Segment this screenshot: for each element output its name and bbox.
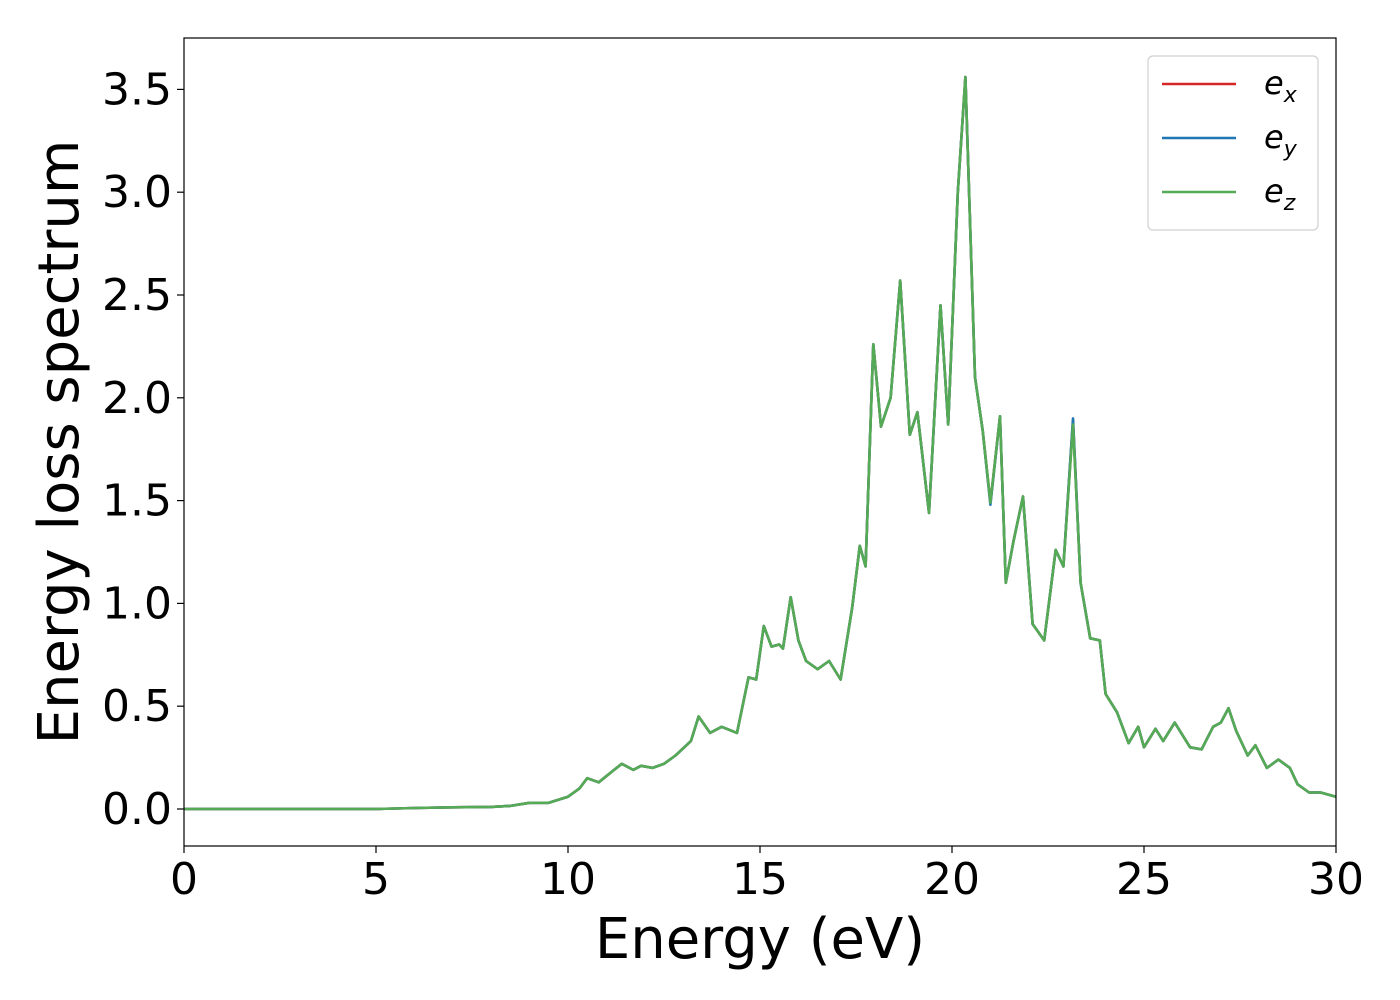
axis-ticks: 0 5 10 15 20 25 30 0.0 0.5 1.0 1.5 2.0 2.5 3.0 3.5 [102,64,1364,905]
legend-label-subscript: y [1283,137,1298,162]
x-tick-label: 20 [924,854,980,905]
legend-label-base: e [1264,118,1284,156]
y-axis-label: Energy loss spectrum [27,140,92,745]
x-tick-label: 0 [170,854,198,905]
y-tick-label: 2.5 [102,270,172,321]
legend-box [1147,55,1319,231]
legend-label-base: e [1264,172,1284,210]
legend-label-subscript: x [1283,83,1298,108]
legend-label: ex [1264,64,1298,108]
x-tick-label: 15 [732,854,788,905]
x-axis-label: Energy (eV) [595,907,925,972]
y-tick-label: 1.5 [102,476,172,527]
legend-label: ez [1264,172,1296,216]
x-tick-label: 5 [362,854,390,905]
series-line-ez [184,75,1337,811]
x-tick-label: 10 [540,854,596,905]
y-tick-label: 3.0 [102,167,172,218]
x-tick-label: 30 [1308,854,1364,905]
legend-label-base: e [1264,64,1284,102]
legend-label: ey [1264,118,1298,162]
series-lines [184,75,1337,811]
y-tick-label: 2.0 [102,373,172,424]
y-tick-label: 0.5 [102,681,172,732]
y-tick-label: 1.0 [102,578,172,629]
plot-frame [183,37,1337,847]
x-tick-label: 25 [1116,854,1172,905]
y-tick-label: 3.5 [102,64,172,115]
y-tick-label: 0.0 [102,784,172,835]
legend-label-subscript: z [1283,191,1296,216]
